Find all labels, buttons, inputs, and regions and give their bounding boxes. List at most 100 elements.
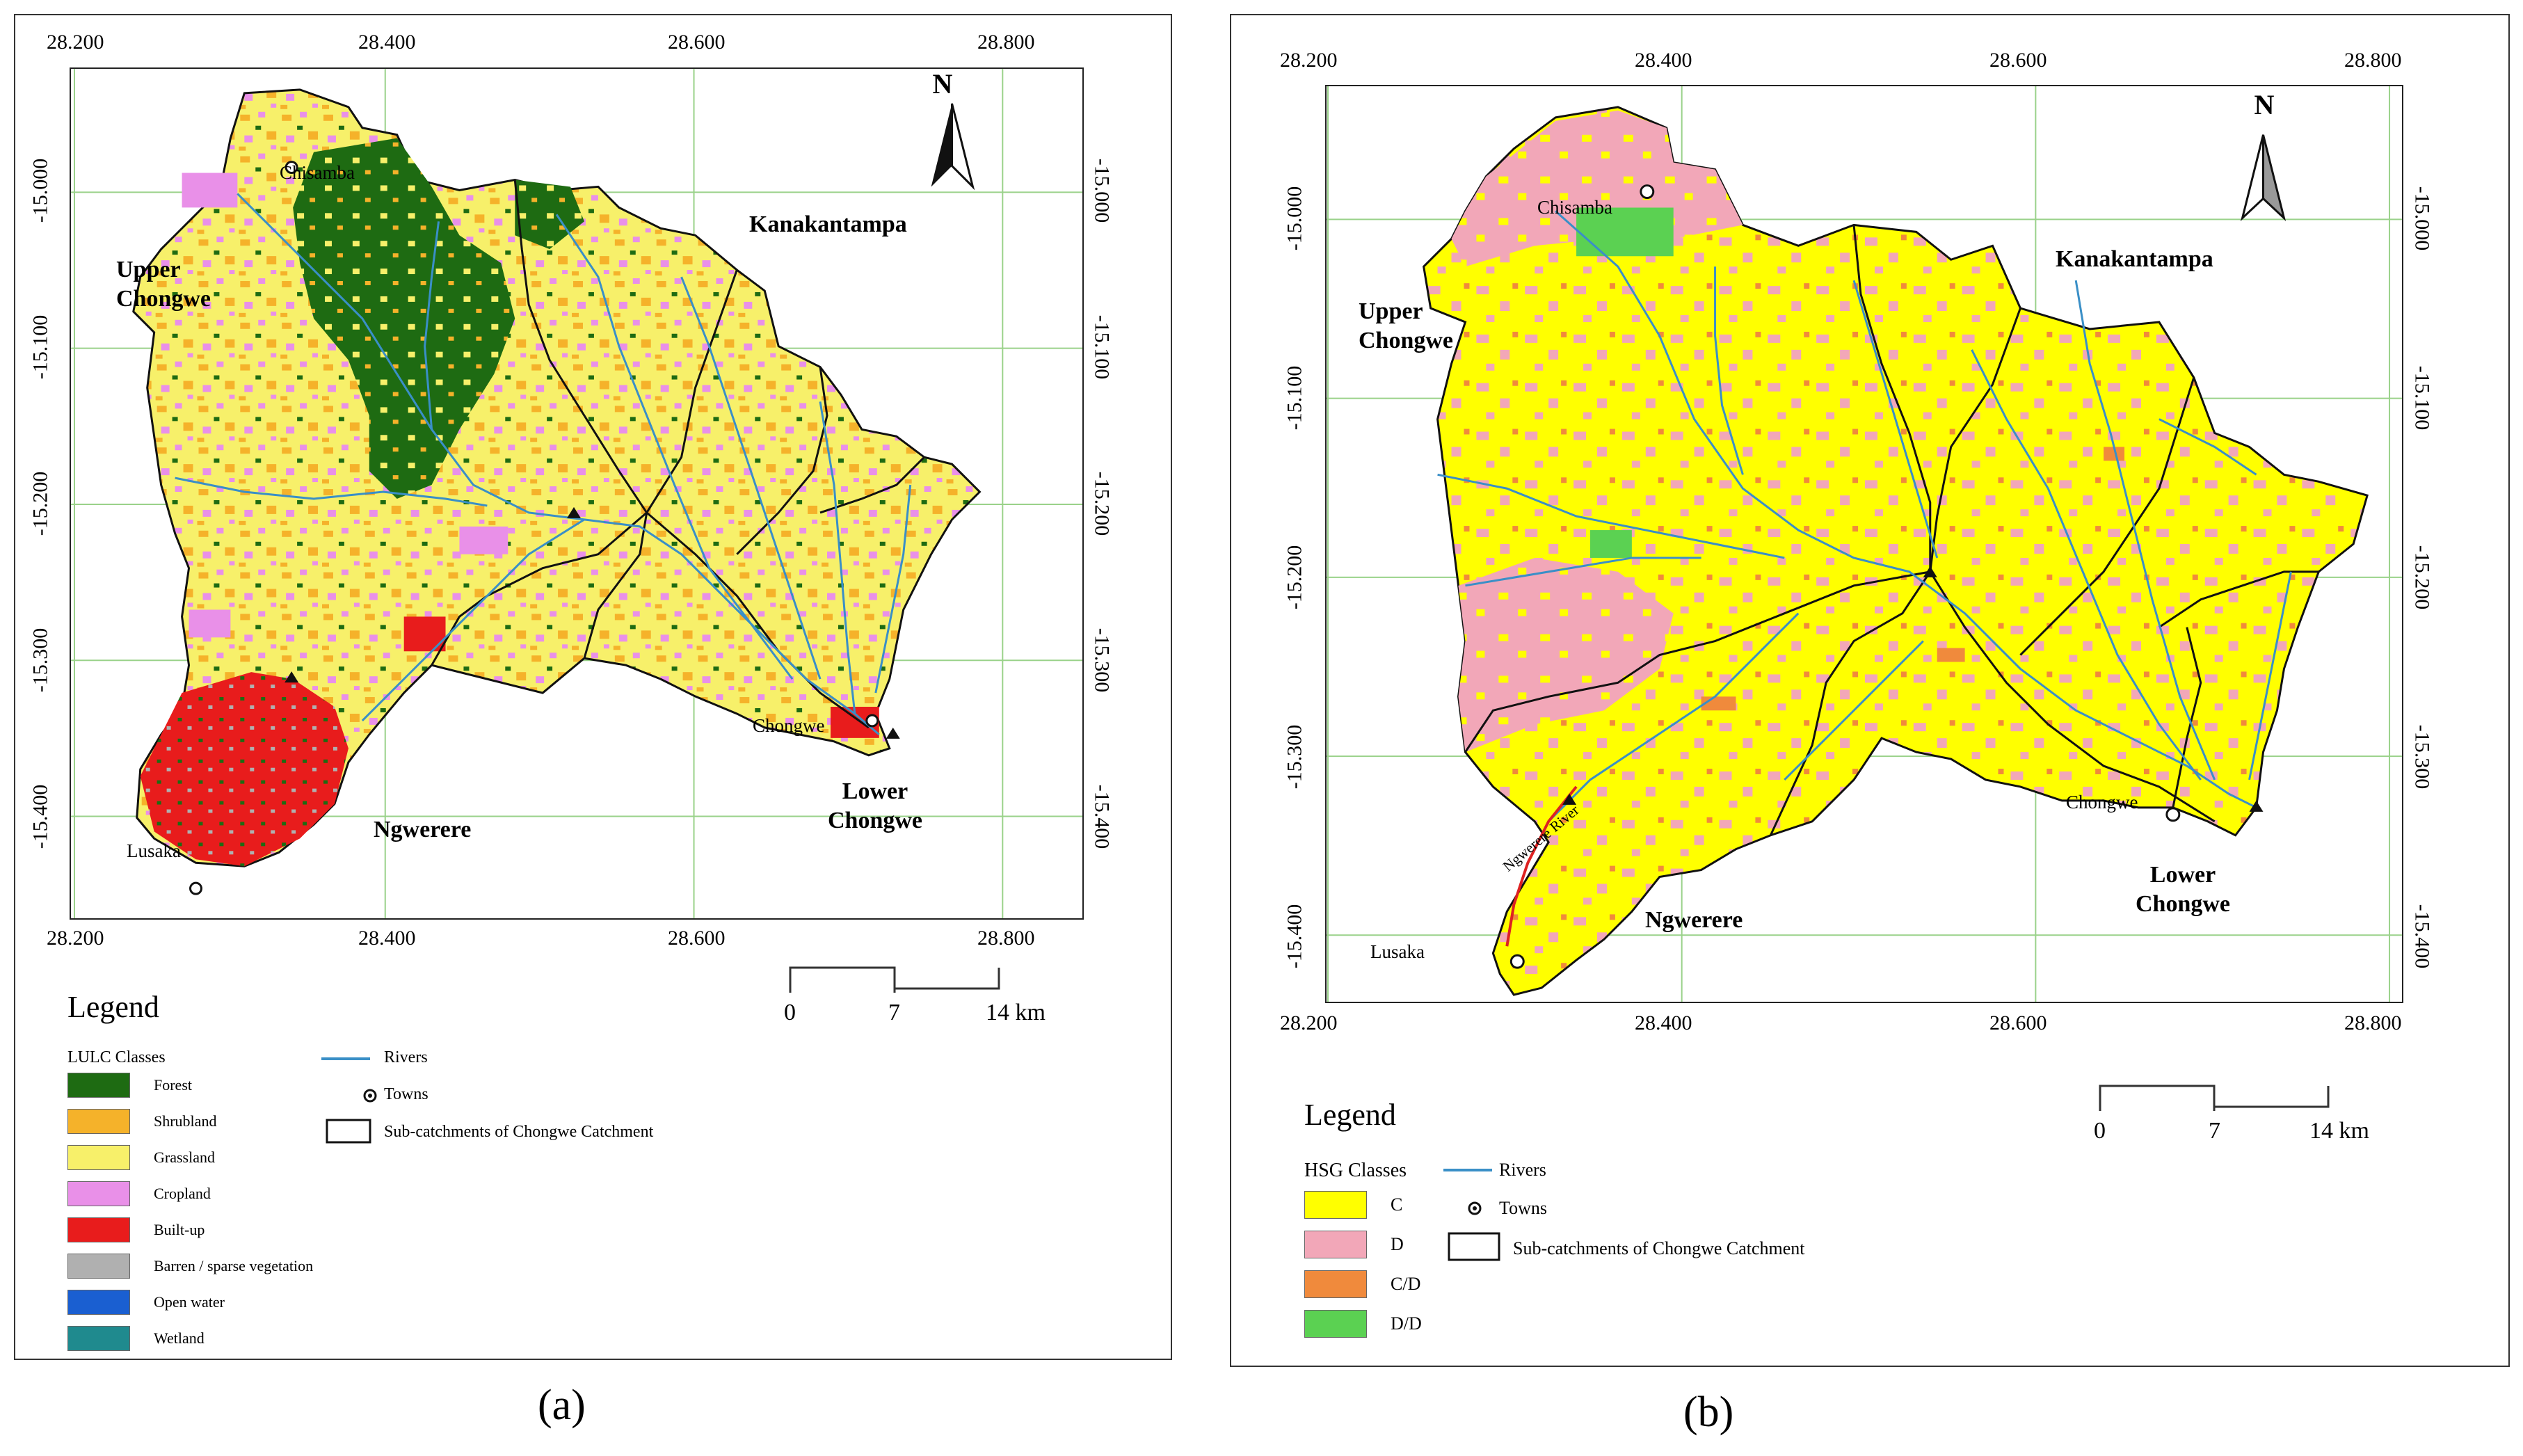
y-tick-left: -15.300 <box>29 627 52 693</box>
outlet-marker <box>1923 566 1937 577</box>
x-tick-bottom: 28.800 <box>977 927 1035 950</box>
y-tick-right: -15.100 <box>1090 314 1114 380</box>
town-chisamba-icon <box>285 161 298 175</box>
legend-swatch <box>67 1181 130 1206</box>
x-tick-bottom: 28.600 <box>668 927 726 950</box>
y-tick-right: -15.000 <box>2410 186 2434 251</box>
hsg-map <box>1327 86 2402 1002</box>
scale-bar <box>2099 1085 2330 1111</box>
legend-item: Cropland <box>67 1181 211 1206</box>
y-tick-left: -15.400 <box>29 784 52 849</box>
map-frame-b <box>1325 85 2403 1003</box>
legend-swatch <box>67 1073 130 1098</box>
y-tick-right: -15.200 <box>2410 545 2434 610</box>
x-tick-top: 28.600 <box>668 31 726 54</box>
legend-item: Shrubland <box>67 1109 216 1134</box>
town-lusaka-icon <box>189 881 202 895</box>
x-tick-top: 28.800 <box>2344 49 2402 72</box>
x-tick-top: 28.200 <box>1280 49 1338 72</box>
scale-label: 7 <box>888 1000 900 1025</box>
outlet-marker <box>567 506 581 518</box>
legend-item: Open water <box>67 1290 225 1315</box>
label-chisamba: Chisamba <box>1537 197 1612 218</box>
catchment-area <box>1423 106 2369 996</box>
river-legend-icon <box>321 1057 370 1060</box>
legend-rivers: Rivers <box>384 1048 428 1066</box>
y-tick-left: -15.200 <box>1283 545 1306 610</box>
x-tick-top: 28.600 <box>1989 49 2047 72</box>
y-tick-right: -15.400 <box>1090 784 1114 849</box>
town-legend-icon <box>363 1089 377 1103</box>
soil-cd-patch <box>1937 648 1965 662</box>
cropland-patch-3 <box>189 609 231 638</box>
legend-title: Legend <box>67 990 159 1024</box>
legend-swatch <box>67 1326 130 1351</box>
legend-item: Built-up <box>67 1217 205 1242</box>
town-chisamba-icon <box>1640 184 1655 200</box>
legend-swatch <box>67 1290 130 1315</box>
scale-label: 7 <box>2209 1118 2220 1144</box>
soil-dd-patch-2 <box>1590 530 1632 558</box>
outlet-marker-3 <box>1562 793 1577 805</box>
legend-item-label: Grassland <box>154 1149 215 1166</box>
map-panel-b: N 28.200 28.400 28.600 28.800 28.200 28.… <box>1230 14 2510 1367</box>
caption-b: (b) <box>1683 1389 1734 1436</box>
legend-item: D <box>1304 1231 1404 1258</box>
legend-swatch <box>1304 1310 1367 1338</box>
legend-rivers: Rivers <box>1499 1160 1546 1180</box>
y-tick-left: -15.100 <box>1283 365 1306 431</box>
legend-item-label: Wetland <box>154 1329 205 1347</box>
legend-title: Legend <box>1304 1098 1396 1132</box>
y-tick-left: -15.400 <box>1283 904 1306 969</box>
legend-item-label: D/D <box>1391 1313 1422 1334</box>
x-tick-bottom: 28.400 <box>1635 1011 1692 1034</box>
label-lusaka: Lusaka <box>127 840 181 861</box>
legend-towns: Towns <box>384 1085 428 1103</box>
legend-item-label: Forest <box>154 1076 192 1094</box>
y-tick-right: -15.300 <box>1090 627 1114 693</box>
y-tick-left: -15.200 <box>29 471 52 536</box>
soil-cd-patch-2 <box>2104 447 2125 461</box>
north-arrow-icon <box>2240 134 2286 221</box>
river-network <box>1437 210 2292 822</box>
north-label: N <box>932 68 953 99</box>
x-tick-bottom: 28.400 <box>358 927 416 950</box>
town-lusaka-icon <box>1509 954 1525 969</box>
label-chongwe: Chongwe <box>2066 792 2138 813</box>
outlet-marker-3 <box>285 671 299 683</box>
legend-item-label: Cropland <box>154 1185 211 1202</box>
y-tick-left: -15.100 <box>29 314 52 380</box>
outlet-marker-2 <box>2249 800 2264 812</box>
label-lusaka: Lusaka <box>1370 941 1425 962</box>
y-tick-left: -15.000 <box>1283 186 1306 251</box>
legend-swatch <box>67 1217 130 1242</box>
legend-item: C/D <box>1304 1270 1420 1298</box>
legend-item-label: Barren / sparse vegetation <box>154 1257 314 1274</box>
legend-item-label: D <box>1391 1234 1404 1254</box>
x-tick-bottom: 28.200 <box>47 927 104 950</box>
caption-a: (a) <box>538 1382 586 1429</box>
label-chisamba: Chisamba <box>280 162 355 183</box>
legend-item-label: Built-up <box>154 1221 205 1238</box>
label-ngwerere: Ngwerere <box>374 817 472 842</box>
map-frame-a <box>70 67 1084 920</box>
soil-d-zone-2 <box>1458 557 1674 753</box>
north-label: N <box>2254 89 2275 120</box>
y-tick-right: -15.000 <box>1090 158 1114 223</box>
label-lower-chongwe: Lower Chongwe <box>828 778 923 833</box>
scale-label: 0 <box>784 1000 796 1025</box>
legend-swatch <box>1304 1231 1367 1258</box>
scale-bar <box>789 966 1000 993</box>
label-lower-chongwe: Lower Chongwe <box>2136 862 2231 917</box>
legend-item: D/D <box>1304 1310 1422 1338</box>
legend-item-label: Open water <box>154 1293 225 1311</box>
x-tick-bottom: 28.200 <box>1280 1011 1338 1034</box>
town-chongwe-icon <box>2165 807 2181 822</box>
map-panel-a: N 28.200 28.400 28.600 28.800 28.200 28.… <box>14 14 1172 1360</box>
legend-item: Barren / sparse vegetation <box>67 1254 313 1279</box>
legend-swatch <box>67 1109 130 1134</box>
y-tick-left: -15.300 <box>1283 724 1306 790</box>
x-tick-top: 28.400 <box>358 31 416 54</box>
legend-item-label: C <box>1391 1194 1403 1215</box>
legend-item-label: Shrubland <box>154 1112 217 1130</box>
